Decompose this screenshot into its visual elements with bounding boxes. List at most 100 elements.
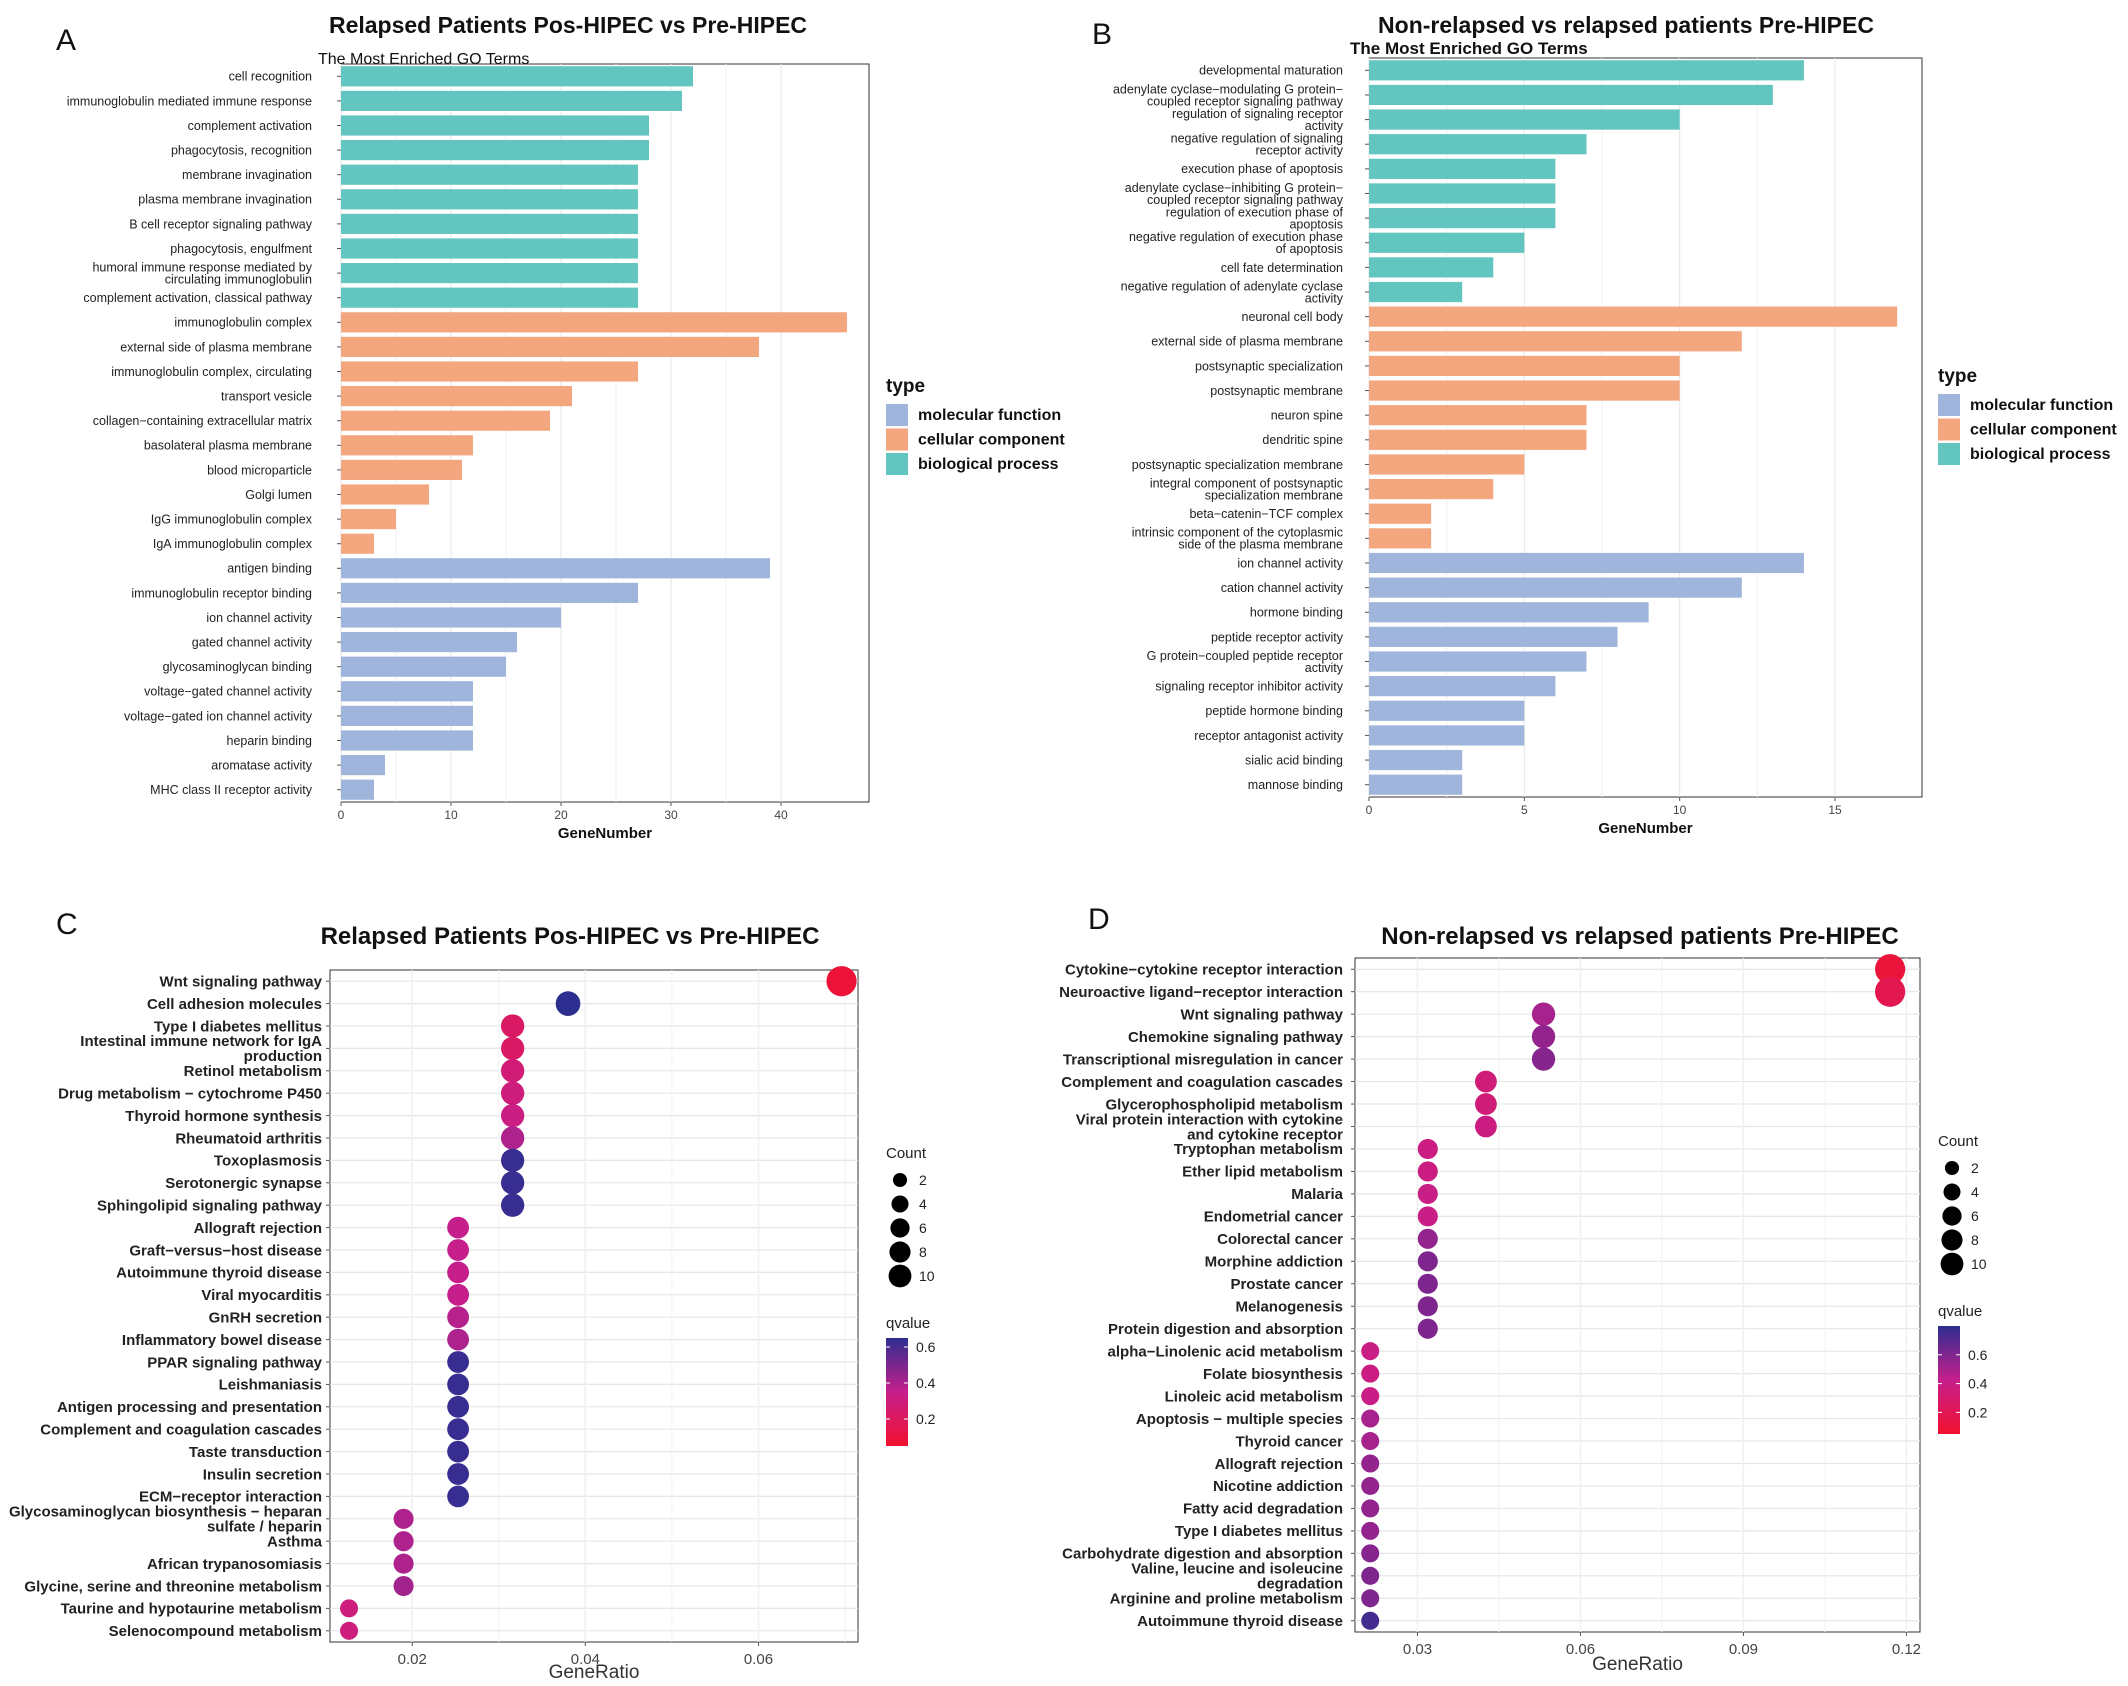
category-label: Complement and coagulation cascades bbox=[1061, 1074, 1343, 1091]
category-label-line: gated channel activity bbox=[192, 635, 313, 649]
category-label-line: Apoptosis − multiple species bbox=[1136, 1411, 1343, 1428]
category-label: Thyroid hormone synthesis bbox=[125, 1108, 322, 1125]
category-label: MHC class II receptor activity bbox=[150, 783, 313, 797]
bar bbox=[341, 238, 638, 259]
category-label-line: Sphingolipid signaling pathway bbox=[97, 1197, 323, 1214]
category-label-line: and cytokine receptor bbox=[1187, 1126, 1343, 1143]
category-label-line: peptide receptor activity bbox=[1211, 630, 1344, 644]
legend-label: cellular component bbox=[1970, 422, 2117, 439]
dot bbox=[1361, 1342, 1380, 1361]
category-label: Asthma bbox=[267, 1533, 323, 1550]
category-label: Golgi lumen bbox=[245, 488, 312, 502]
category-label: external side of plasma membrane bbox=[1151, 335, 1343, 349]
dot bbox=[555, 991, 581, 1016]
color-bar-tick-label: 0.4 bbox=[916, 1375, 936, 1391]
dot bbox=[500, 1148, 525, 1173]
category-label: Selenocompound metabolism bbox=[109, 1623, 322, 1640]
category-label-line: Nicotine addiction bbox=[1213, 1478, 1343, 1495]
size-legend-label: 2 bbox=[919, 1172, 927, 1188]
category-label-line: Folate biosynthesis bbox=[1203, 1366, 1343, 1383]
color-bar-tick-label: 0.6 bbox=[1968, 1347, 1988, 1363]
category-label-line: glycosaminoglycan binding bbox=[163, 660, 312, 674]
category-label: Neuroactive ligand−receptor interaction bbox=[1059, 984, 1343, 1001]
category-label: Toxoplasmosis bbox=[214, 1153, 322, 1170]
legend-label: biological process bbox=[1970, 446, 2111, 463]
bar bbox=[341, 730, 473, 751]
category-label-line: execution phase of apoptosis bbox=[1181, 162, 1343, 176]
bar bbox=[1369, 84, 1773, 106]
category-label: peptide hormone binding bbox=[1205, 704, 1343, 718]
bar bbox=[341, 66, 693, 87]
legend-label: biological process bbox=[918, 456, 1059, 473]
size-legend-dot bbox=[1944, 1160, 1960, 1176]
category-label-line: adenylate cyclase−inhibiting G protein− bbox=[1125, 181, 1343, 195]
bar bbox=[1369, 355, 1680, 377]
category-label: integral component of postsynaptic specia… bbox=[1150, 476, 1343, 502]
bar bbox=[341, 361, 638, 382]
bar bbox=[341, 410, 550, 431]
category-label-line: alpha−Linolenic acid metabolism bbox=[1108, 1343, 1343, 1360]
category-label-line: specialization membrane bbox=[1205, 488, 1343, 502]
category-label-line: regulation of signaling receptor bbox=[1172, 107, 1343, 121]
dot bbox=[393, 1508, 414, 1529]
legend-label: molecular function bbox=[1970, 397, 2113, 414]
bar bbox=[341, 386, 572, 407]
dot bbox=[393, 1531, 414, 1552]
color-legend-title: qvalue bbox=[886, 1315, 930, 1332]
category-label: African trypanosomiasis bbox=[147, 1556, 322, 1573]
bar bbox=[341, 509, 396, 530]
category-label: Glycerophospholipid metabolism bbox=[1105, 1096, 1343, 1113]
legend-swatch-cellular-component bbox=[1938, 418, 1960, 441]
legend-title: type bbox=[1938, 366, 1977, 387]
category-label-line: Intestinal immune network for IgA bbox=[80, 1033, 322, 1050]
category-label-line: of apoptosis bbox=[1276, 242, 1343, 256]
x-axis-label: GeneNumber bbox=[558, 825, 652, 842]
category-label-line: Ether lipid metabolism bbox=[1182, 1164, 1343, 1181]
category-label: regulation of execution phase of apoptosi… bbox=[1166, 205, 1344, 231]
category-label-line: Glycosaminoglycan biosynthesis − heparan bbox=[9, 1504, 322, 1521]
category-label-line: Arginine and proline metabolism bbox=[1110, 1591, 1343, 1608]
category-label-line: immunoglobulin complex, circulating bbox=[111, 365, 312, 379]
bar bbox=[1369, 134, 1587, 155]
legend-label: molecular function bbox=[918, 407, 1061, 424]
bar bbox=[1369, 749, 1463, 771]
bar bbox=[1369, 528, 1432, 549]
size-legend-title: Count bbox=[886, 1145, 927, 1162]
bar bbox=[1369, 700, 1525, 721]
bar bbox=[341, 656, 506, 677]
color-bar bbox=[886, 1338, 908, 1446]
category-label: Wnt signaling pathway bbox=[1180, 1006, 1343, 1023]
bar bbox=[1369, 651, 1587, 672]
category-label: complement activation bbox=[188, 119, 312, 133]
category-label-line: postsynaptic specialization bbox=[1195, 359, 1343, 373]
category-label-line: Wnt signaling pathway bbox=[159, 973, 322, 990]
category-label-line: Inflammatory bowel disease bbox=[122, 1332, 322, 1349]
dot bbox=[1531, 1024, 1556, 1049]
category-label: Fatty acid degradation bbox=[1183, 1501, 1343, 1518]
category-label: postsynaptic specialization membrane bbox=[1132, 458, 1343, 472]
size-legend-dot bbox=[889, 1241, 911, 1263]
category-label-line: regulation of execution phase of bbox=[1166, 205, 1344, 219]
bar bbox=[341, 755, 385, 776]
category-label-line: integral component of postsynaptic bbox=[1150, 476, 1343, 490]
category-label: ECM−receptor interaction bbox=[139, 1489, 322, 1506]
dot bbox=[393, 1575, 414, 1597]
category-label-line: Neuroactive ligand−receptor interaction bbox=[1059, 984, 1343, 1001]
category-label: beta−catenin−TCF complex bbox=[1189, 507, 1343, 521]
bar bbox=[341, 681, 473, 702]
category-label-line: Prostate cancer bbox=[1230, 1276, 1343, 1293]
bar bbox=[1369, 454, 1525, 475]
dot bbox=[1417, 1318, 1438, 1339]
category-label-line: ECM−receptor interaction bbox=[139, 1489, 322, 1506]
category-label-line: receptor activity bbox=[1255, 144, 1343, 158]
x-tick-label: 10 bbox=[444, 808, 458, 822]
bar bbox=[1369, 774, 1463, 795]
category-label-line: IgA immunoglobulin complex bbox=[153, 537, 313, 551]
category-label: Allograft rejection bbox=[194, 1220, 322, 1237]
category-label: IgG immunoglobulin complex bbox=[151, 512, 313, 526]
size-legend-label: 10 bbox=[1971, 1256, 1987, 1272]
dot bbox=[1475, 1070, 1497, 1093]
category-label: Melanogenesis bbox=[1235, 1298, 1343, 1315]
category-label-line: humoral immune response mediated by bbox=[92, 260, 312, 274]
